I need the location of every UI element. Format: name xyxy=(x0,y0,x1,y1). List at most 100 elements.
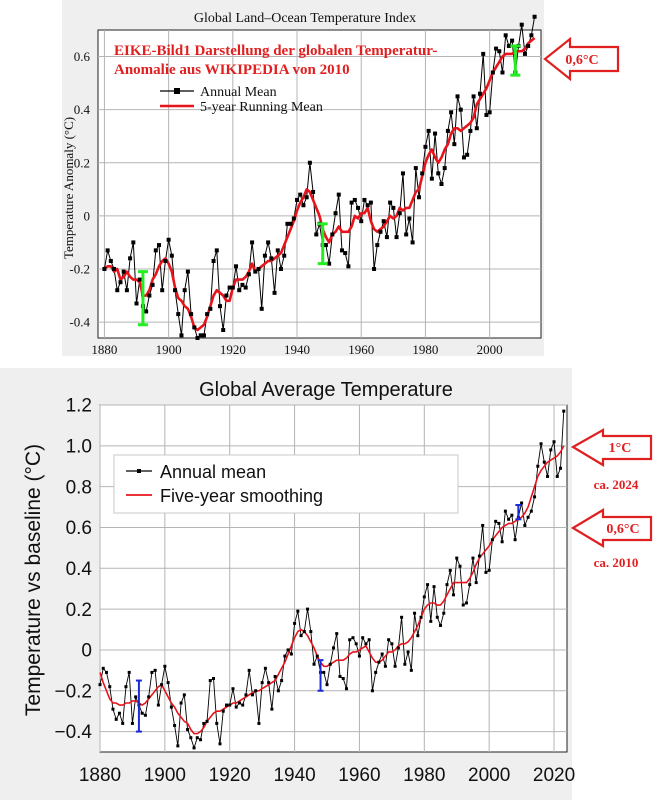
x-tick-label: 1920 xyxy=(220,342,246,357)
annual-mean-point xyxy=(341,677,345,681)
annual-mean-point xyxy=(304,195,309,200)
annual-mean-point xyxy=(150,670,154,674)
annual-mean-point xyxy=(500,540,504,544)
annual-mean-point xyxy=(240,282,245,287)
annual-mean-point xyxy=(410,240,415,245)
x-tick-label: 1920 xyxy=(209,765,251,786)
bottom-callout-1c-sublabel: ca. 2024 xyxy=(594,477,639,492)
annual-mean-point xyxy=(269,256,274,261)
annual-mean-point xyxy=(513,538,517,542)
annual-mean-point xyxy=(532,14,537,19)
annual-mean-point xyxy=(364,642,368,646)
annual-mean-point xyxy=(328,662,332,666)
annual-mean-point xyxy=(247,668,251,672)
annual-mean-point xyxy=(227,285,232,290)
annual-mean-point xyxy=(426,583,430,587)
annual-mean-point xyxy=(365,203,370,208)
y-tick-label: -0.4 xyxy=(69,315,90,330)
annual-mean-point xyxy=(262,253,267,258)
annual-mean-point xyxy=(198,333,203,338)
annual-mean-point xyxy=(263,666,267,670)
annual-mean-point xyxy=(221,328,226,333)
annual-mean-point xyxy=(393,664,397,668)
annual-mean-point xyxy=(266,240,271,245)
left-arrow-icon xyxy=(570,428,653,467)
annual-mean-point xyxy=(217,304,222,309)
annual-mean-point xyxy=(503,509,507,513)
annual-mean-point xyxy=(503,33,508,38)
annual-mean-point xyxy=(314,232,319,237)
annual-mean-point xyxy=(529,33,534,38)
annual-mean-point xyxy=(147,293,152,298)
annual-mean-point xyxy=(111,707,115,711)
annual-mean-point xyxy=(140,711,144,715)
annual-mean-point xyxy=(224,703,228,707)
annual-mean-point xyxy=(333,211,338,216)
annual-mean-point xyxy=(448,568,452,572)
bottom-callout-1c: 1°C ca. 2024 xyxy=(570,428,653,492)
annual-mean-point xyxy=(218,742,222,746)
annual-mean-point xyxy=(189,736,193,740)
annual-mean-point xyxy=(288,221,293,226)
annual-mean-point xyxy=(302,630,306,634)
annual-mean-point xyxy=(439,623,443,627)
annual-mean-point xyxy=(163,664,167,668)
annual-mean-point xyxy=(105,248,110,253)
annual-mean-point xyxy=(108,259,113,263)
annual-mean-point xyxy=(224,293,229,298)
annual-mean-point xyxy=(400,171,405,176)
annual-mean-point xyxy=(102,266,107,271)
top-legend-smooth-label: 5-year Running Mean xyxy=(200,100,323,115)
x-tick-label: 1960 xyxy=(348,342,374,357)
annual-mean-point xyxy=(361,636,365,640)
annual-mean-point xyxy=(416,634,420,638)
annual-mean-point xyxy=(250,240,255,245)
annual-mean-point xyxy=(296,609,300,613)
top-callout-label: 0,6°C xyxy=(565,53,598,68)
annual-mean-point xyxy=(404,232,409,237)
top-chart: Global Land–Ocean Temperature Index -0.4… xyxy=(61,11,542,357)
annual-mean-point xyxy=(293,621,297,625)
annual-mean-point xyxy=(533,495,537,499)
annual-mean-point xyxy=(394,235,399,240)
annual-mean-point xyxy=(445,583,449,587)
annual-mean-point xyxy=(526,515,530,519)
annual-mean-point xyxy=(436,171,441,176)
bottom-callout-06-label: 0,6°C xyxy=(606,522,639,537)
annual-mean-point xyxy=(176,312,181,317)
annual-mean-point xyxy=(163,259,168,263)
annual-mean-point xyxy=(477,554,481,558)
top-y-axis: -0.4 -0.2 0 0.2 0.4 0.6 xyxy=(69,49,90,330)
annual-mean-point xyxy=(98,683,102,687)
y-tick-label: 0.8 xyxy=(66,477,92,498)
annual-mean-point xyxy=(173,723,177,727)
annual-mean-point xyxy=(497,49,502,54)
top-plot-area xyxy=(97,29,542,339)
annual-mean-point xyxy=(221,709,225,713)
annual-mean-point xyxy=(276,689,280,693)
annual-mean-point xyxy=(128,256,133,261)
annual-mean-point xyxy=(494,46,499,51)
annual-mean-point xyxy=(332,646,335,650)
annual-mean-point xyxy=(351,636,355,640)
annual-mean-point xyxy=(506,43,511,48)
annual-mean-point xyxy=(257,721,261,725)
annual-mean-point xyxy=(205,719,209,723)
annual-mean-point xyxy=(420,171,425,176)
annual-mean-point xyxy=(422,595,426,599)
bottom-y-axis-label: Temperature vs baseline (°C) xyxy=(22,444,45,716)
annual-mean-point xyxy=(312,662,316,666)
annual-mean-point xyxy=(231,687,235,691)
annual-mean-point xyxy=(487,568,491,572)
annual-mean-point xyxy=(256,266,261,271)
annual-mean-point xyxy=(156,243,161,248)
annual-mean-point xyxy=(186,728,190,732)
annual-mean-point xyxy=(487,110,492,115)
bottom-legend-annual-marker xyxy=(137,469,141,473)
annual-mean-point xyxy=(166,681,170,685)
annual-mean-point xyxy=(241,703,245,707)
annual-mean-point xyxy=(202,721,206,725)
annual-mean-point xyxy=(101,666,105,670)
annual-mean-point xyxy=(378,229,383,234)
